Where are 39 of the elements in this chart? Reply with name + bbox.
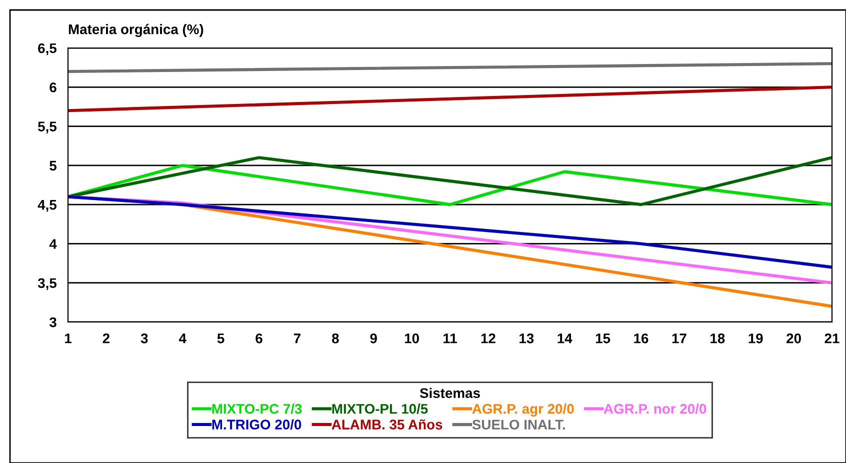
- legend-label: MIXTO-PL 10/5: [332, 404, 428, 414]
- x-tick-label: 3: [140, 333, 148, 344]
- y-tick-label: 4: [49, 239, 57, 249]
- legend-label: AGR.P. agr 20/0: [472, 404, 574, 417]
- x-tick-label: 19: [748, 333, 763, 344]
- line-series: [68, 195, 832, 269]
- x-tick-label: 11: [444, 334, 457, 344]
- y-tick-label: 3: [49, 317, 56, 328]
- x-tick-label: 16: [634, 333, 648, 344]
- y-tick-label: 6,5: [38, 43, 57, 56]
- x-tick-label: 13: [520, 333, 534, 344]
- y-axis-title: Materia orgánica (%): [68, 24, 204, 38]
- x-tick-label: 10: [404, 333, 419, 344]
- y-tick-label: 3,5: [38, 278, 57, 290]
- legend-label: MIXTO-PC 7/3: [212, 404, 302, 414]
- x-tick-label: 18: [710, 333, 725, 344]
- x-tick-label: 12: [481, 333, 496, 344]
- x-tick-label: 15: [596, 334, 610, 344]
- legend-label: ALAMB. 35 Años: [332, 419, 442, 430]
- x-tick-label: 21: [824, 333, 840, 344]
- x-tick-label: 9: [370, 333, 377, 344]
- y-tick-label: 4,5: [38, 200, 57, 212]
- x-tick-label: 6: [256, 333, 262, 344]
- y-tick-label: 5: [50, 160, 57, 171]
- x-tick-label: 4: [178, 334, 186, 344]
- legend-label: AGR.P. nor 20/0: [604, 404, 706, 414]
- x-tick-label: 5: [217, 334, 224, 344]
- x-tick-label: 7: [294, 334, 300, 344]
- legend-label: SUELO INALT.: [472, 420, 565, 430]
- x-tick-label: 14: [558, 334, 572, 344]
- y-tick-label: 5,5: [38, 122, 57, 134]
- x-tick-label: 1: [65, 334, 72, 344]
- x-tick-label: 17: [672, 334, 686, 344]
- x-tick-label: 2: [102, 333, 110, 344]
- y-tick-label: 6: [50, 82, 56, 92]
- x-tick-label: 8: [332, 333, 339, 344]
- x-tick-label: 20: [786, 333, 801, 344]
- legend-label: M.TRIGO 20/0: [212, 419, 302, 430]
- legend-title: Sistemas: [420, 388, 480, 398]
